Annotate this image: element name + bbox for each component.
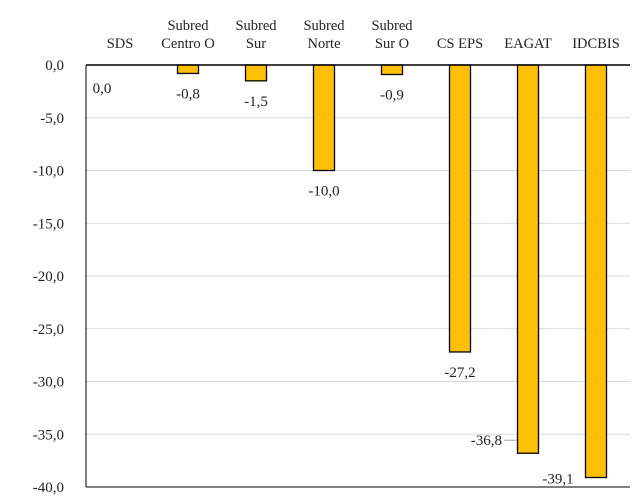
data-labels: 0,0 -0,8 -1,5 -10,0 -0,9 -27,2 -36,8 -39,1 — [93, 81, 574, 488]
category-label: IDCBIS — [572, 36, 620, 52]
y-tick-label: -35,0 — [33, 427, 64, 443]
category-label: Subred — [303, 18, 345, 34]
data-label: -27,2 — [444, 365, 475, 381]
data-label: -0,8 — [176, 86, 200, 102]
bar — [176, 64, 200, 75]
category-label: Centro O — [161, 36, 215, 52]
category-label: SDS — [107, 36, 134, 52]
category-label: CS EPS — [437, 36, 483, 52]
y-tick-label: -5,0 — [40, 111, 64, 127]
data-label: -0,9 — [380, 87, 404, 103]
category-label: Subred — [371, 18, 413, 34]
bar — [448, 64, 472, 353]
y-tick-label: -30,0 — [33, 375, 64, 391]
category-label: EAGAT — [504, 36, 552, 52]
category-label: Subred — [235, 18, 277, 34]
bar — [584, 64, 608, 479]
gridlines — [86, 117, 630, 488]
y-tick-label: -40,0 — [33, 480, 64, 496]
y-tick-label: 0,0 — [45, 58, 64, 74]
y-tick-labels: 0,0 -5,0 -10,0 -15,0 -20,0 -25,0 -30,0 -35,0 -40… — [33, 58, 64, 496]
bar — [516, 64, 540, 454]
data-label: -39,1 — [542, 472, 573, 488]
bars — [176, 64, 608, 479]
axes — [85, 64, 630, 488]
y-tick-label: -25,0 — [33, 322, 64, 338]
y-tick-label: -20,0 — [33, 269, 64, 285]
bar — [380, 64, 404, 76]
bar — [312, 64, 336, 172]
category-label: Sur O — [375, 36, 409, 52]
data-label: 0,0 — [93, 81, 112, 97]
category-label: Subred — [167, 18, 209, 34]
data-label: -36,8 — [471, 433, 502, 449]
category-label: Sur — [246, 36, 266, 52]
data-label: -10,0 — [308, 184, 339, 200]
category-label: Norte — [307, 36, 340, 52]
bar — [244, 64, 268, 82]
y-tick-label: -15,0 — [33, 216, 64, 232]
category-labels: SDS Subred Centro O Subred Sur Subred Norte Sub… — [107, 18, 620, 52]
data-label: -1,5 — [244, 94, 268, 110]
y-tick-label: -10,0 — [33, 164, 64, 180]
